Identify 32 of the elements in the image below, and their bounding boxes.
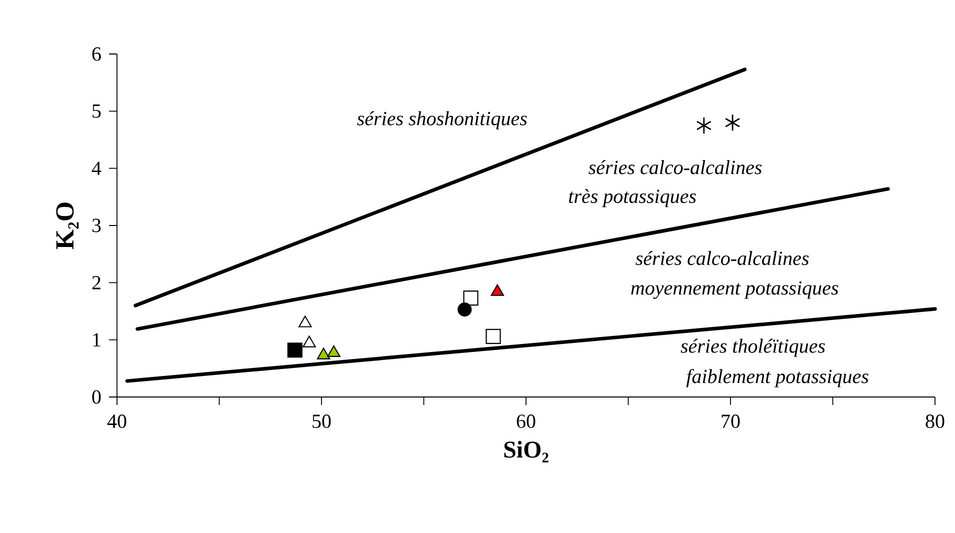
- x-tick-label: 40: [107, 414, 126, 428]
- annotation: séries calco-alcalines: [588, 160, 762, 174]
- point: [298, 316, 312, 328]
- y-tick-label: 6: [92, 47, 101, 61]
- point: [463, 290, 478, 306]
- point: [458, 302, 472, 317]
- point: [490, 284, 504, 296]
- point: [724, 114, 740, 132]
- annotation: très potassiques: [569, 188, 696, 208]
- y-tick-label: 5: [92, 104, 101, 118]
- point: [327, 345, 340, 358]
- x-tick-label: 50: [312, 414, 331, 428]
- point: [287, 342, 302, 358]
- y-tick-label: 0: [92, 390, 101, 404]
- point: [486, 328, 501, 344]
- annotation: séries shoshonitiques: [357, 111, 527, 130]
- point: [696, 116, 712, 134]
- x-axis-title: SiO₂: [504, 440, 548, 462]
- y-tick-label: 2: [92, 276, 100, 290]
- y-tick-label: 4: [92, 162, 102, 175]
- point: [316, 348, 330, 360]
- x-tick-label: 80: [926, 414, 944, 428]
- y-tick-label: 3: [92, 218, 101, 232]
- x-tick-label: 60: [516, 414, 536, 428]
- annotation: séries tholéïtiques: [680, 338, 825, 357]
- y-tick-label: 1: [93, 333, 100, 346]
- annotation: faiblement potassiques: [686, 368, 868, 388]
- annotation: séries calco-alcalines: [636, 251, 809, 266]
- annotation: moyennement potassiques: [631, 281, 838, 299]
- point: [302, 336, 316, 348]
- y-axis-title: K₂O: [56, 202, 79, 250]
- x-tick-label: 70: [722, 414, 740, 428]
